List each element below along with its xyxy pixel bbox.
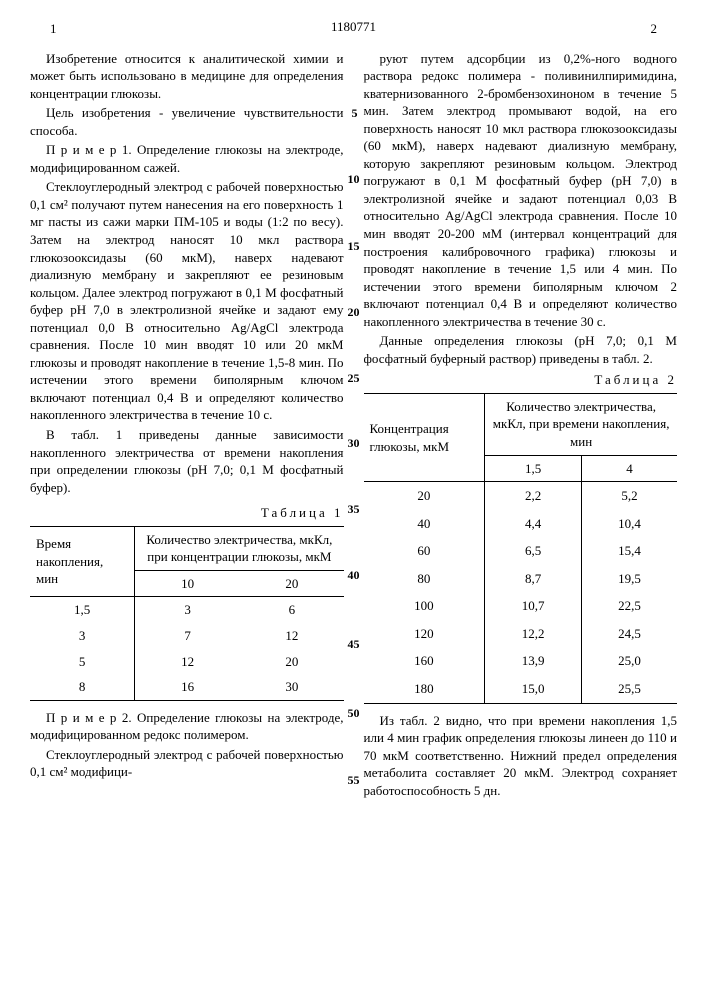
line-mark: 50 [348, 705, 360, 721]
table-subheader: 4 [582, 455, 677, 482]
table-header: Концентрация глюкозы, мкМ [364, 393, 485, 481]
table-cell: 5,2 [582, 482, 677, 510]
table-subheader: 20 [240, 570, 343, 597]
table-cell: 6,5 [485, 537, 582, 565]
table-cell: 16 [135, 674, 240, 700]
table-1: Время накопления, мин Количество электри… [30, 526, 344, 701]
line-mark: 35 [348, 501, 360, 517]
column-right: руют путем адсорбции из 0,2%-ного водног… [364, 50, 678, 802]
table-cell: 19,5 [582, 565, 677, 593]
table-subheader: 1,5 [485, 455, 582, 482]
table-cell: 6 [240, 597, 343, 623]
line-mark: 5 [352, 105, 358, 121]
table-cell: 120 [364, 620, 485, 648]
table-cell: 24,5 [582, 620, 677, 648]
table-cell: 10,4 [582, 510, 677, 538]
table-cell: 3 [30, 623, 135, 649]
table-cell: 5 [30, 649, 135, 675]
line-mark: 25 [348, 370, 360, 386]
line-mark: 45 [348, 636, 360, 652]
table-cell: 15,4 [582, 537, 677, 565]
page-number-right: 2 [651, 20, 658, 38]
table-header: Количество электричества, мкКл, при конц… [135, 526, 344, 570]
table-cell: 160 [364, 647, 485, 675]
table-cell: 3 [135, 597, 240, 623]
table-cell: 20 [240, 649, 343, 675]
table-cell: 30 [240, 674, 343, 700]
table-cell: 1,5 [30, 597, 135, 623]
line-mark: 30 [348, 435, 360, 451]
paragraph: Стеклоуглеродный электрод с рабочей пове… [30, 178, 344, 424]
paragraph: руют путем адсорбции из 0,2%-ного водног… [364, 50, 678, 331]
line-mark: 55 [348, 772, 360, 788]
doc-number: 1180771 [331, 18, 376, 36]
table-cell: 80 [364, 565, 485, 593]
paragraph: Из табл. 2 видно, что при времени накопл… [364, 712, 678, 800]
line-mark: 20 [348, 304, 360, 320]
paragraph: Цель изобретения - увеличение чувствител… [30, 104, 344, 139]
table-cell: 25,0 [582, 647, 677, 675]
two-column-layout: 5 10 15 20 25 30 35 40 45 50 55 Изобрете… [30, 50, 677, 802]
paragraph: П р и м е р 1. Определение глюкозы на эл… [30, 141, 344, 176]
paragraph: Данные определения глюкозы (pH 7,0; 0,1 … [364, 332, 678, 367]
table-header: Время накопления, мин [30, 526, 135, 597]
line-mark: 40 [348, 567, 360, 583]
table-cell: 40 [364, 510, 485, 538]
table-cell: 20 [364, 482, 485, 510]
table-cell: 7 [135, 623, 240, 649]
page-number-left: 1 [50, 20, 57, 38]
table-cell: 12,2 [485, 620, 582, 648]
table-2: Концентрация глюкозы, мкМ Количество эле… [364, 393, 678, 704]
table-cell: 8,7 [485, 565, 582, 593]
table-cell: 100 [364, 592, 485, 620]
paragraph: Стеклоуглеродный электрод с рабочей пове… [30, 746, 344, 781]
table-subheader: 10 [135, 570, 240, 597]
table-cell: 22,5 [582, 592, 677, 620]
table-header: Количество электричества, мкКл, при врем… [485, 393, 677, 455]
column-left: 5 10 15 20 25 30 35 40 45 50 55 Изобрете… [30, 50, 344, 802]
table-cell: 60 [364, 537, 485, 565]
table-cell: 13,9 [485, 647, 582, 675]
paragraph: Изобретение относится к аналитической хи… [30, 50, 344, 103]
table-cell: 25,5 [582, 675, 677, 703]
table-1-title: Таблица 1 [30, 504, 344, 522]
table-2-title: Таблица 2 [364, 371, 678, 389]
paragraph: П р и м е р 2. Определение глюкозы на эл… [30, 709, 344, 744]
table-cell: 8 [30, 674, 135, 700]
table-cell: 15,0 [485, 675, 582, 703]
table-cell: 12 [240, 623, 343, 649]
table-cell: 12 [135, 649, 240, 675]
line-mark: 10 [348, 171, 360, 187]
table-cell: 2,2 [485, 482, 582, 510]
table-cell: 10,7 [485, 592, 582, 620]
table-cell: 180 [364, 675, 485, 703]
paragraph: В табл. 1 приведены данные зависимости н… [30, 426, 344, 496]
line-mark: 15 [348, 238, 360, 254]
table-cell: 4,4 [485, 510, 582, 538]
